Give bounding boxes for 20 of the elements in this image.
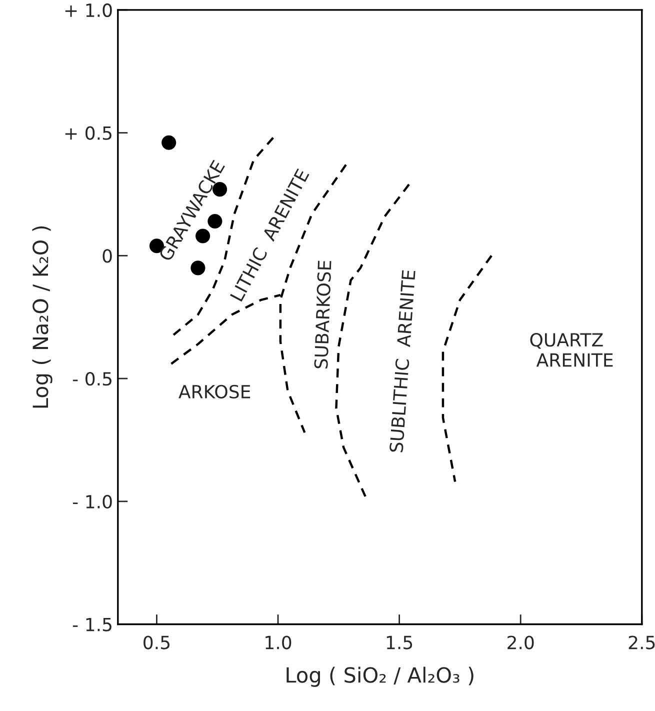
annotation: SUBARKOSE xyxy=(314,260,332,369)
x-tick-label: 0.5 xyxy=(144,636,170,650)
point xyxy=(162,135,176,150)
x-tick-label: 2.5 xyxy=(628,636,655,650)
y-tick-label: + 1.0 xyxy=(65,3,112,18)
annotation: QUARTZ ARENITE xyxy=(530,332,613,367)
y-axis-title: Log ( Na₂O / K₂O ) xyxy=(32,226,52,408)
y-tick-label: - 1.0 xyxy=(72,494,112,509)
x-tick-label: 1.5 xyxy=(386,636,412,650)
point xyxy=(190,260,206,276)
line-series xyxy=(442,254,493,483)
x-tick-label: 1.0 xyxy=(266,636,292,650)
y-tick-label: + 0.5 xyxy=(65,126,112,140)
y-tick-label: 0 xyxy=(102,249,112,263)
y-tick-label: - 1.5 xyxy=(72,618,112,632)
annotation: ARKOSE xyxy=(178,384,250,399)
x-tick-label: 2.0 xyxy=(508,636,534,650)
x-axis-title: Log ( SiO₂ / Al₂O₃ ) xyxy=(286,666,474,687)
y-tick-label: - 0.5 xyxy=(72,372,112,386)
annotation: SUBLITHIC ARENITE xyxy=(389,270,416,452)
